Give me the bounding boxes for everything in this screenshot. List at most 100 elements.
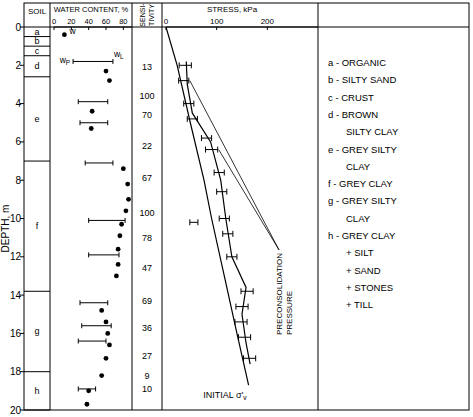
y-tick-label: 20 bbox=[10, 405, 22, 416]
error-cap bbox=[247, 319, 248, 325]
y-tick-label: 4 bbox=[15, 98, 21, 109]
sensitivity-value: 67 bbox=[142, 173, 152, 183]
label-subscript: L bbox=[120, 53, 124, 60]
error-cap bbox=[214, 170, 215, 176]
line-label: INITIAL σ'v bbox=[203, 390, 247, 401]
error-cap bbox=[240, 288, 241, 294]
layer-key: g bbox=[34, 326, 39, 336]
error-cap bbox=[191, 62, 192, 68]
error-cap bbox=[179, 62, 180, 68]
x-tick-label: 0 bbox=[164, 17, 169, 26]
error-cap bbox=[189, 219, 190, 225]
chart-title: STRESS, kPa bbox=[207, 5, 258, 14]
error-bar bbox=[201, 138, 211, 139]
limit-cap bbox=[88, 252, 89, 257]
point bbox=[125, 182, 130, 187]
point bbox=[107, 78, 112, 83]
error-cap bbox=[248, 304, 249, 310]
limit-cap bbox=[78, 99, 79, 104]
figure: 02468101214161820DEPTH, mSOILabcdefgha -… bbox=[0, 0, 473, 417]
limit-range bbox=[78, 388, 95, 389]
limit-cap bbox=[85, 160, 86, 165]
point bbox=[126, 197, 131, 202]
layer-key: d bbox=[34, 61, 39, 71]
layer-key: f bbox=[36, 221, 39, 231]
error-cap bbox=[216, 189, 217, 195]
error-cap bbox=[243, 355, 244, 361]
error-cap bbox=[224, 170, 225, 176]
column-divider bbox=[132, 3, 133, 410]
limit-cap bbox=[125, 218, 126, 223]
x-tick-label: 0 bbox=[52, 17, 56, 26]
limit-label: wP bbox=[59, 55, 70, 66]
limit-range bbox=[73, 61, 113, 62]
error-bar bbox=[236, 306, 248, 307]
error-cap bbox=[217, 147, 218, 153]
y-tick-label: 12 bbox=[10, 251, 22, 262]
legend-text: h - GREY CLAY bbox=[328, 230, 396, 241]
error-cap bbox=[226, 254, 227, 260]
frame bbox=[24, 3, 469, 410]
sensitivity-value: 78 bbox=[142, 233, 152, 243]
limit-cap bbox=[112, 59, 113, 64]
error-bar bbox=[190, 222, 198, 223]
plot-stress bbox=[166, 27, 256, 385]
column-divider bbox=[162, 3, 163, 410]
point bbox=[85, 402, 90, 407]
layer-key: e bbox=[34, 114, 39, 124]
error-cap bbox=[253, 288, 254, 294]
limit-cap bbox=[80, 300, 81, 305]
layer-key: c bbox=[35, 46, 40, 56]
label-subscript: P bbox=[66, 59, 70, 66]
limit-range bbox=[85, 162, 113, 163]
point bbox=[104, 69, 109, 74]
point bbox=[121, 166, 126, 171]
error-cap bbox=[183, 101, 184, 107]
error-bar bbox=[235, 321, 247, 322]
x-tick bbox=[216, 27, 217, 30]
error-cap bbox=[226, 189, 227, 195]
x-tick bbox=[88, 27, 89, 30]
chart-title: WATER CONTENT, % bbox=[54, 5, 129, 14]
column-divider bbox=[318, 3, 319, 410]
y-tick-label: 8 bbox=[15, 175, 21, 186]
point bbox=[99, 373, 104, 378]
leader-line bbox=[219, 150, 279, 250]
layer-boundary bbox=[24, 371, 50, 372]
error-bar bbox=[241, 291, 253, 292]
error-cap bbox=[197, 219, 198, 225]
sensitivity-value: 36 bbox=[142, 323, 152, 333]
limit-range bbox=[82, 325, 111, 326]
y-axis-title: DEPTH, m bbox=[0, 205, 11, 253]
y-tick-label: 2 bbox=[15, 60, 21, 71]
error-cap bbox=[234, 319, 235, 325]
limit-cap bbox=[106, 339, 107, 344]
legend-text: CLAY bbox=[346, 213, 371, 224]
point bbox=[104, 356, 109, 361]
limit-cap bbox=[80, 120, 81, 125]
error-bar bbox=[206, 149, 218, 150]
column-title: SOIL bbox=[28, 7, 47, 16]
error-cap bbox=[178, 78, 179, 84]
sensitivity-value: 27 bbox=[142, 351, 152, 361]
limit-label: wL bbox=[113, 49, 124, 60]
x-tick bbox=[267, 27, 268, 30]
sensitivity-value: 69 bbox=[142, 296, 152, 306]
limit-range bbox=[80, 122, 108, 123]
point bbox=[104, 320, 109, 325]
x-axis-line bbox=[166, 27, 318, 28]
line bbox=[166, 27, 249, 385]
error-cap bbox=[205, 147, 206, 153]
sensitivity-value: 10 bbox=[142, 384, 152, 394]
limit-cap bbox=[107, 99, 108, 104]
limit-range bbox=[89, 254, 119, 255]
layer-boundary bbox=[24, 161, 50, 162]
layer-key: a bbox=[34, 27, 39, 37]
header-line bbox=[24, 27, 469, 28]
limit-cap bbox=[78, 339, 79, 344]
error-cap bbox=[229, 216, 230, 222]
sensitivity-value: 13 bbox=[142, 62, 152, 72]
y-tick-label: 0 bbox=[15, 22, 21, 33]
error-bar bbox=[184, 103, 194, 104]
limit-cap bbox=[107, 120, 108, 125]
